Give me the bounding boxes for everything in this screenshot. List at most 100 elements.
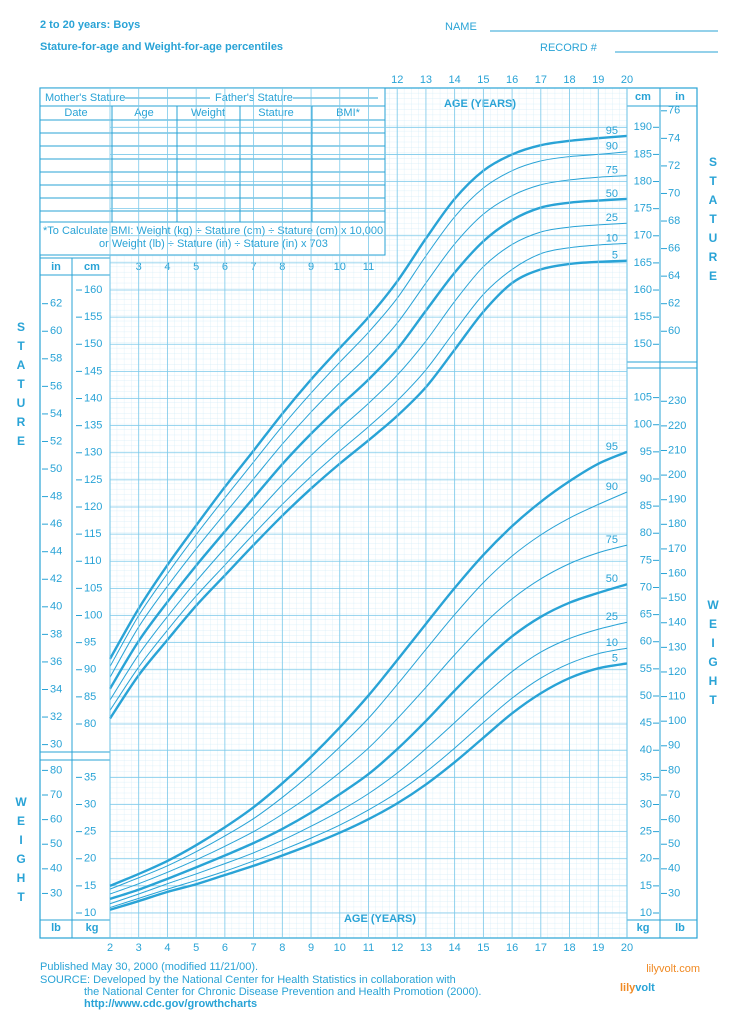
x-tick-label: 8 <box>279 942 285 954</box>
y2-tick-label: 100 <box>668 715 686 727</box>
y-tick-label: 145 <box>84 365 102 377</box>
y-tick-label: 105 <box>634 392 652 404</box>
y-tick-label: 190 <box>634 121 652 133</box>
percentile-curve <box>109 491 628 890</box>
y2-tick-label: 70 <box>668 187 680 199</box>
y2-tick-label: 44 <box>50 546 62 558</box>
unit-label: lb <box>675 922 685 934</box>
x-tick-label: 12 <box>391 942 403 954</box>
y-tick-label: 40 <box>640 744 652 756</box>
y2-tick-label: 60 <box>50 814 62 826</box>
y2-tick-label: 62 <box>50 298 62 310</box>
y2-tick-label: 80 <box>50 764 62 776</box>
footer-line: Published May 30, 2000 (modified 11/21/0… <box>40 961 258 973</box>
x-tick-label: 4 <box>164 942 170 954</box>
y2-tick-label: 50 <box>668 838 680 850</box>
percentile-label: 50 <box>606 188 618 200</box>
y2-tick-label: 42 <box>50 573 62 585</box>
x-tick-label: 17 <box>535 74 547 86</box>
percentile-label: 5 <box>612 652 618 664</box>
y-tick-label: 20 <box>84 853 96 865</box>
x-tick-label: 15 <box>477 74 489 86</box>
y-tick-label: 50 <box>640 690 652 702</box>
x-tick-label: 5 <box>193 942 199 954</box>
bmi-note: or Weight (lb) ÷ Stature (in) ÷ Stature … <box>99 238 328 250</box>
x-tick-label: 11 <box>363 942 374 954</box>
y-tick-label: 95 <box>84 637 96 649</box>
y2-tick-label: 30 <box>50 739 62 751</box>
y2-tick-label: 46 <box>50 518 62 530</box>
percentile-curve <box>109 544 628 895</box>
y-tick-label: 160 <box>84 284 102 296</box>
percentile-label: 90 <box>606 481 618 493</box>
y-tick-label: 155 <box>84 311 102 323</box>
y2-tick-label: 230 <box>668 395 686 407</box>
name-label: NAME <box>445 21 477 33</box>
footer-line: SOURCE: Developed by the National Center… <box>40 974 456 986</box>
x-tick-label: 20 <box>621 942 633 954</box>
x-tick-label: 13 <box>420 74 432 86</box>
y2-tick-label: 72 <box>668 160 680 172</box>
unit-label: cm <box>84 261 100 273</box>
y-tick-label: 25 <box>84 826 96 838</box>
y-tick-label: 35 <box>640 771 652 783</box>
y-tick-label: 45 <box>640 717 652 729</box>
column-header: Weight <box>191 107 225 119</box>
percentile-curve <box>109 662 628 911</box>
y-tick-label: 165 <box>634 257 652 269</box>
x-tick-label: 14 <box>449 942 461 954</box>
y2-tick-label: 50 <box>50 463 62 475</box>
column-header: Stature <box>258 107 293 119</box>
y-tick-label: 90 <box>640 473 652 485</box>
y-tick-label: 55 <box>640 663 652 675</box>
y-tick-label: 30 <box>84 798 96 810</box>
title: 2 to 20 years: Boys <box>40 19 140 31</box>
y-tick-label: 150 <box>84 338 102 350</box>
y2-tick-label: 54 <box>50 408 62 420</box>
x-tick-label: 19 <box>592 942 604 954</box>
x-tick-label: 16 <box>506 74 518 86</box>
y-tick-label: 35 <box>84 771 96 783</box>
y2-tick-label: 76 <box>668 105 680 117</box>
y2-tick-label: 32 <box>50 711 62 723</box>
y-tick-label: 160 <box>634 284 652 296</box>
x-tick-label: 6 <box>222 942 228 954</box>
y2-tick-label: 90 <box>668 740 680 752</box>
weight-axis-label: WEIGHT <box>14 795 28 909</box>
y-tick-label: 85 <box>84 691 96 703</box>
mother-stature: Mother's Stature <box>45 92 125 104</box>
percentile-curve <box>109 621 628 905</box>
weight-axis-label: WEIGHT <box>706 598 720 712</box>
y2-tick-label: 70 <box>50 789 62 801</box>
y-tick-label: 80 <box>640 527 652 539</box>
y-tick-label: 185 <box>634 148 652 160</box>
percentile-label: 95 <box>606 441 618 453</box>
x-tick-label: 18 <box>563 74 575 86</box>
percentile-label: 50 <box>606 573 618 585</box>
y2-tick-label: 52 <box>50 435 62 447</box>
y2-tick-label: 170 <box>668 543 686 555</box>
percentile-label: 25 <box>606 212 618 224</box>
y-tick-label: 135 <box>84 420 102 432</box>
x-tick-label: 20 <box>621 74 633 86</box>
y-tick-label: 100 <box>84 609 102 621</box>
y2-tick-label: 200 <box>668 469 686 481</box>
y2-tick-label: 60 <box>50 325 62 337</box>
y-tick-label: 180 <box>634 175 652 187</box>
y2-tick-label: 140 <box>668 617 686 629</box>
x-tick-label: 9 <box>308 942 314 954</box>
y2-tick-label: 40 <box>668 863 680 875</box>
y-tick-label: 80 <box>84 718 96 730</box>
y2-tick-label: 180 <box>668 518 686 530</box>
y2-tick-label: 30 <box>668 887 680 899</box>
x-axis-label: AGE (YEARS) <box>444 98 516 110</box>
y-tick-label: 150 <box>634 338 652 350</box>
y-tick-label: 75 <box>640 554 652 566</box>
x-tick-label: 19 <box>592 74 604 86</box>
x-tick-label: 17 <box>535 942 547 954</box>
x-tick-label: 10 <box>334 942 346 954</box>
unit-label: lb <box>51 922 61 934</box>
y-tick-label: 20 <box>640 853 652 865</box>
y-tick-label: 175 <box>634 203 652 215</box>
